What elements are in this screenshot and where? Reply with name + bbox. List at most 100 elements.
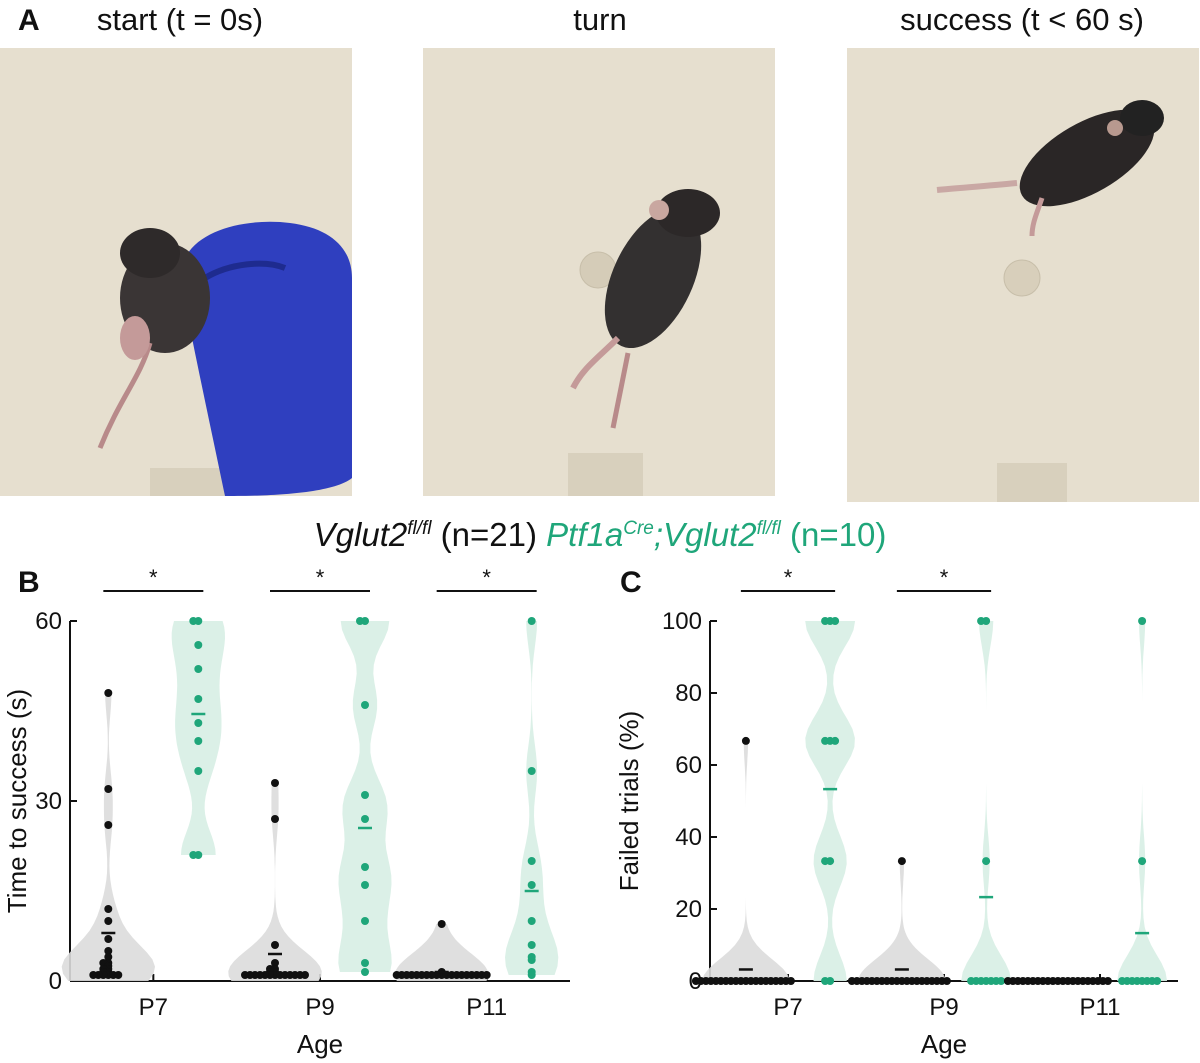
x-axis-label: Age <box>921 1029 967 1059</box>
glove-shape <box>185 221 352 496</box>
control-point <box>437 920 446 928</box>
control-violin <box>702 740 790 981</box>
control-point <box>104 953 113 961</box>
mutant-point <box>527 956 536 964</box>
mutant-point <box>1138 857 1147 866</box>
mutant-point <box>356 617 364 625</box>
control-point <box>104 905 113 913</box>
mutant-point <box>1138 617 1147 625</box>
x-tick-label: P7 <box>773 994 802 1021</box>
photo-title-start: start (t = 0s) <box>96 2 264 37</box>
control-point <box>104 785 113 793</box>
control-point <box>942 977 951 985</box>
control-point <box>271 941 279 949</box>
mutant-point <box>361 881 369 889</box>
control-point <box>897 857 906 866</box>
mutant-point <box>361 701 369 709</box>
photo-start <box>0 48 352 496</box>
significance-star: * <box>482 565 491 590</box>
photo-start-illustration <box>0 48 352 496</box>
control-point <box>241 971 249 979</box>
mutant-point <box>527 881 536 889</box>
mutant-point <box>527 617 536 625</box>
mutant-violin <box>805 621 856 981</box>
mutant-point <box>982 857 991 866</box>
mutant-point <box>194 719 203 727</box>
y-tick-label: 0 <box>49 968 62 995</box>
chart-failed-trials: 020406080100P7P9P11AgeFailed trials (%)*… <box>614 565 1178 1059</box>
mutant-point <box>194 641 203 649</box>
control-point <box>847 977 856 985</box>
mutant-point <box>977 617 986 625</box>
control-point <box>301 971 309 979</box>
y-tick-label: 60 <box>35 608 62 635</box>
control-point <box>104 821 113 829</box>
mutant-point <box>361 968 369 976</box>
control-point <box>786 977 795 985</box>
control-point <box>104 935 113 943</box>
legend-mutant: Ptf1aCre;Vglut2fl/fl (n=10) <box>546 516 887 553</box>
control-violin <box>395 924 489 981</box>
y-axis-label: Failed trials (%) <box>614 711 644 892</box>
y-tick-label: 20 <box>675 896 702 923</box>
mutant-point <box>361 917 369 925</box>
significance-star: * <box>316 565 325 590</box>
mutant-point <box>361 959 369 967</box>
control-point <box>1103 977 1112 985</box>
mutant-point <box>194 767 203 775</box>
mutant-point <box>189 617 198 625</box>
figure-legend: Vglut2fl/fl (n=21) Ptf1aCre;Vglut2fl/fl … <box>0 516 1200 554</box>
control-violin <box>61 693 156 981</box>
pup-body <box>604 207 702 349</box>
x-tick-label: P7 <box>139 994 168 1021</box>
mutant-point <box>527 857 536 865</box>
control-point <box>89 971 98 979</box>
mutant-point <box>189 851 198 859</box>
x-tick-label: P11 <box>466 994 507 1021</box>
y-tick-label: 40 <box>675 824 702 851</box>
x-tick-label: P9 <box>305 994 334 1021</box>
control-point <box>271 779 279 787</box>
control-point <box>271 815 279 823</box>
y-tick-label: 60 <box>675 752 702 779</box>
mutant-point <box>1153 977 1162 985</box>
mutant-point <box>821 857 830 866</box>
chart-time-to-success: 0 30 60 P7 P9 P11 Age Time to success (s) * * * <box>2 565 570 1059</box>
photo-title-turn: turn <box>573 2 627 37</box>
mutant-point <box>527 941 536 949</box>
mutant-point <box>1118 977 1127 985</box>
control-point <box>104 917 113 925</box>
x-axis-label: Age <box>297 1029 343 1059</box>
mutant-violin <box>505 621 559 975</box>
legend-control: Vglut2fl/fl (n=21) <box>313 516 537 553</box>
mutant-point <box>831 736 840 745</box>
mutant-point <box>194 737 203 745</box>
mutant-point <box>821 736 830 745</box>
y-tick-label: 30 <box>35 788 62 815</box>
y-tick-label: 80 <box>675 680 702 707</box>
mutant-point <box>361 791 369 799</box>
mutant-point <box>527 917 536 925</box>
pup-body <box>1019 109 1155 207</box>
control-point <box>691 977 700 985</box>
significance-star: * <box>940 565 949 590</box>
mutant-point <box>194 665 203 673</box>
mutant-point <box>997 977 1006 985</box>
mutant-point <box>361 815 369 823</box>
mutant-point <box>527 767 536 775</box>
control-point <box>104 689 113 697</box>
photo-success <box>847 48 1199 502</box>
control-point <box>114 971 123 979</box>
x-tick-label: P9 <box>929 994 958 1021</box>
photo-title-success: success (t < 60 s) <box>900 2 1144 37</box>
control-point <box>741 736 750 745</box>
mutant-point <box>821 977 830 985</box>
photo-success-illustration <box>847 48 1199 502</box>
mutant-violin <box>1117 621 1168 981</box>
panel-b-label: B <box>18 566 40 599</box>
mutant-point <box>821 617 830 625</box>
control-point <box>1003 977 1012 985</box>
significance-star: * <box>149 565 158 590</box>
mutant-point <box>361 863 369 871</box>
photo-turn-illustration <box>423 48 775 496</box>
